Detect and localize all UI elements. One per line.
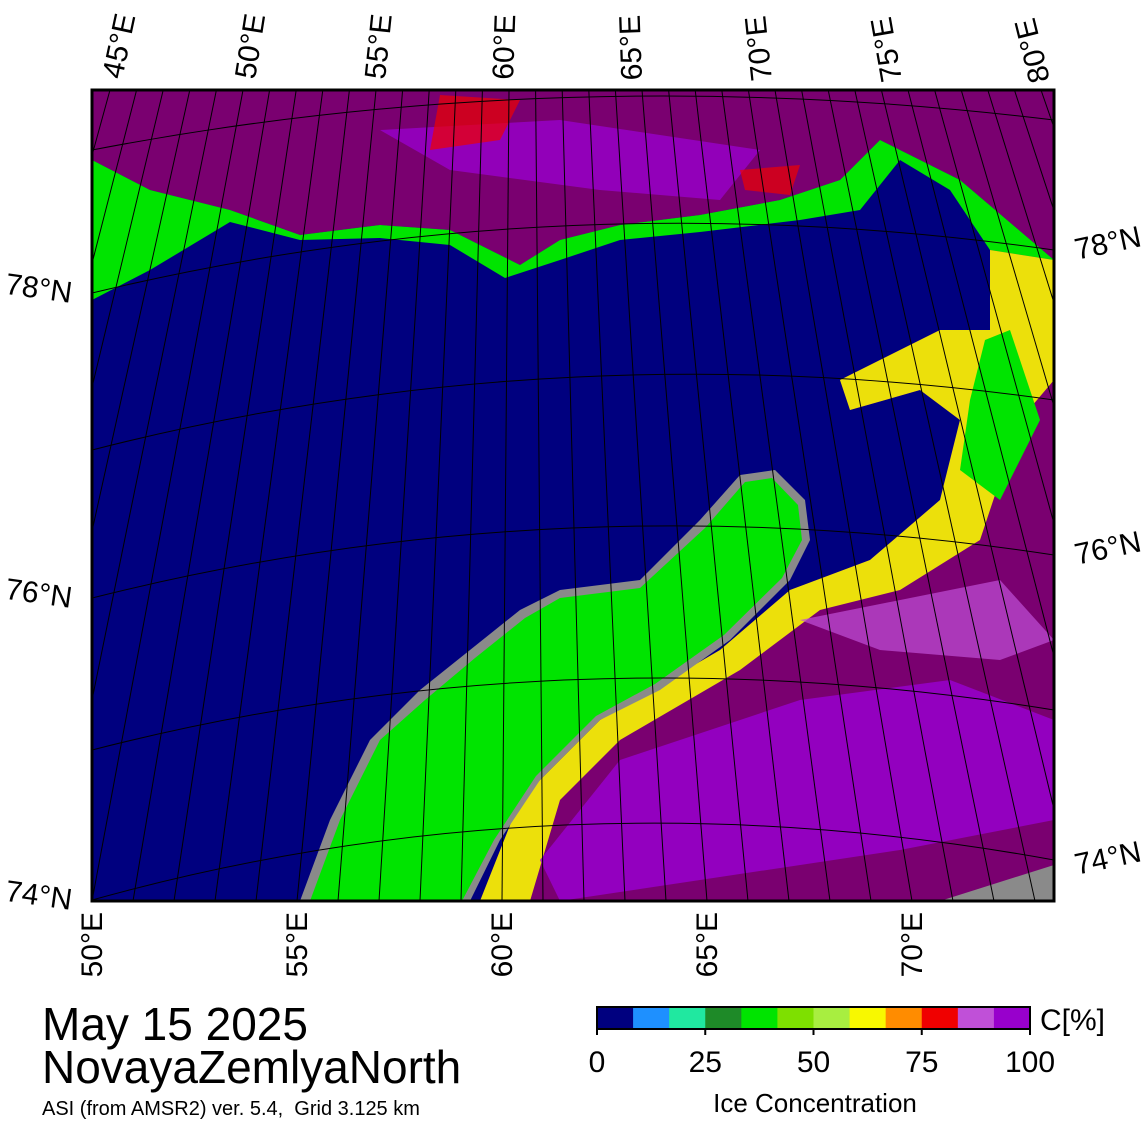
meridian (337, 90, 404, 901)
meridian (907, 90, 1054, 659)
top-lon-label: 80°E (1009, 15, 1057, 86)
parallel (92, 525, 1054, 599)
colorbar-unit: C[%] (1040, 1004, 1105, 1037)
colorbar-tick-label: 75 (905, 1046, 938, 1079)
land (310, 478, 802, 901)
meridian (132, 90, 271, 901)
colorbar-swatch (957, 1007, 995, 1029)
top-lon-label: 70°E (739, 14, 779, 82)
top-lon-label: 45°E (97, 11, 143, 82)
colorbar-swatch (849, 1007, 887, 1029)
meridian (92, 90, 217, 703)
colorbar-swatch (669, 1007, 706, 1029)
top-lon-label: 50°E (229, 11, 272, 81)
ice-edge (960, 330, 1040, 500)
meridian (561, 90, 585, 901)
map-area (0, 90, 1147, 901)
ice-patch (800, 580, 1054, 660)
meridian (880, 90, 1054, 812)
meridian (854, 90, 1036, 901)
meridian (1040, 90, 1054, 130)
meridian (960, 90, 1054, 409)
left-lat-label: 78°N (3, 268, 74, 310)
meridian (801, 90, 954, 901)
meridian (92, 90, 244, 901)
graticule (0, 90, 1147, 901)
region-name: NovayaZemlyaNorth (42, 1041, 461, 1093)
bottom-lon-label: 65°E (691, 912, 724, 977)
meridian (0, 90, 57, 901)
meridian (694, 90, 790, 901)
bottom-lon-label: 55°E (281, 912, 314, 977)
colorbar-swatch (741, 1007, 778, 1029)
meridian (419, 90, 457, 901)
meridian (92, 90, 164, 390)
parallel (92, 677, 1054, 751)
colorbar-swatch (885, 1007, 923, 1029)
colorbar-tick-label: 50 (797, 1046, 830, 1079)
colorbar: 0 25 50 75 100 (589, 1006, 1055, 1079)
meridian (92, 90, 138, 266)
colorbar-swatch (993, 1007, 1031, 1029)
meridian (535, 90, 544, 901)
colorbar-tick-label: 100 (1005, 1046, 1055, 1079)
top-lon-label: 75°E (865, 14, 909, 84)
meridian (721, 90, 831, 901)
right-lat-label: 76°N (1072, 525, 1144, 571)
top-lon-label: 65°E (614, 14, 649, 81)
ice-patch (540, 680, 1054, 901)
map-frame (90, 88, 1056, 903)
meridian (747, 90, 872, 901)
colorbar-swatch (633, 1007, 670, 1029)
top-lon-label: 55°E (359, 12, 399, 80)
bottom-lon-label: 60°E (486, 912, 519, 977)
mainland (940, 865, 1054, 901)
bottom-lon-label: 50°E (76, 912, 109, 977)
meridian (668, 90, 749, 901)
meridian (296, 90, 377, 901)
meridian (614, 90, 667, 901)
meridian (1094, 90, 1147, 901)
parallel (92, 95, 1054, 151)
meridian (1068, 90, 1147, 901)
meridian (173, 90, 297, 901)
meridian (501, 90, 510, 901)
meridian (774, 90, 913, 901)
meridian (460, 90, 483, 901)
meridian (1121, 90, 1147, 901)
colorbar-swatch (597, 1007, 634, 1029)
meridian (934, 90, 1054, 526)
meridian (0, 90, 4, 901)
right-lat-label: 74°N (1072, 835, 1144, 881)
meridian (588, 90, 626, 901)
parallel (92, 822, 1054, 901)
colorbar-swatch (705, 1007, 742, 1029)
meridian (987, 90, 1054, 305)
meridian (378, 90, 430, 901)
meridian (92, 90, 191, 534)
right-lat-label: 78°N (1072, 220, 1144, 266)
left-lat-label: 76°N (3, 573, 74, 615)
colorbar-tick-label: 25 (689, 1046, 722, 1079)
colorbar-swatch (777, 1007, 814, 1029)
meridian (0, 90, 30, 901)
colorbar-tick-label: 0 (589, 1046, 606, 1079)
source-note: ASI (from AMSR2) ver. 5.4, Grid 3.125 km (42, 1098, 420, 1120)
meridian (827, 90, 995, 901)
left-lat-label: 74°N (3, 875, 74, 917)
colorbar-swatch (921, 1007, 959, 1029)
colorbar-label: Ice Concentration (713, 1088, 917, 1118)
meridian (255, 90, 350, 901)
meridian (641, 90, 708, 901)
date: May 15 2025 (42, 998, 308, 1050)
top-lon-label: 60°E (487, 14, 522, 81)
parallel (92, 222, 1054, 294)
meridian (0, 90, 83, 901)
colorbar-swatch (813, 1007, 851, 1029)
meridian (214, 90, 324, 901)
bottom-lon-label: 70°E (896, 912, 929, 977)
parallel (92, 373, 1054, 451)
